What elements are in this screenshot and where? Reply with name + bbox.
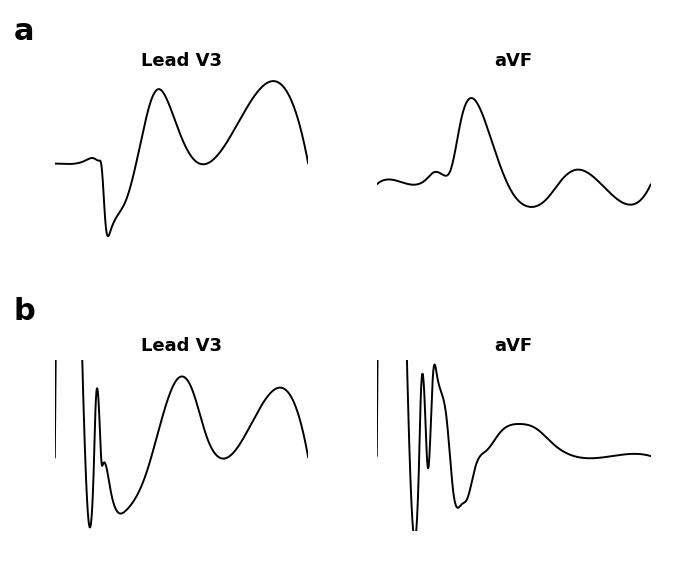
- Title: Lead V3: Lead V3: [141, 337, 222, 355]
- Title: aVF: aVF: [495, 52, 533, 70]
- Title: Lead V3: Lead V3: [141, 52, 222, 70]
- Text: a: a: [14, 17, 34, 46]
- Title: aVF: aVF: [495, 337, 533, 355]
- Text: b: b: [14, 297, 36, 326]
